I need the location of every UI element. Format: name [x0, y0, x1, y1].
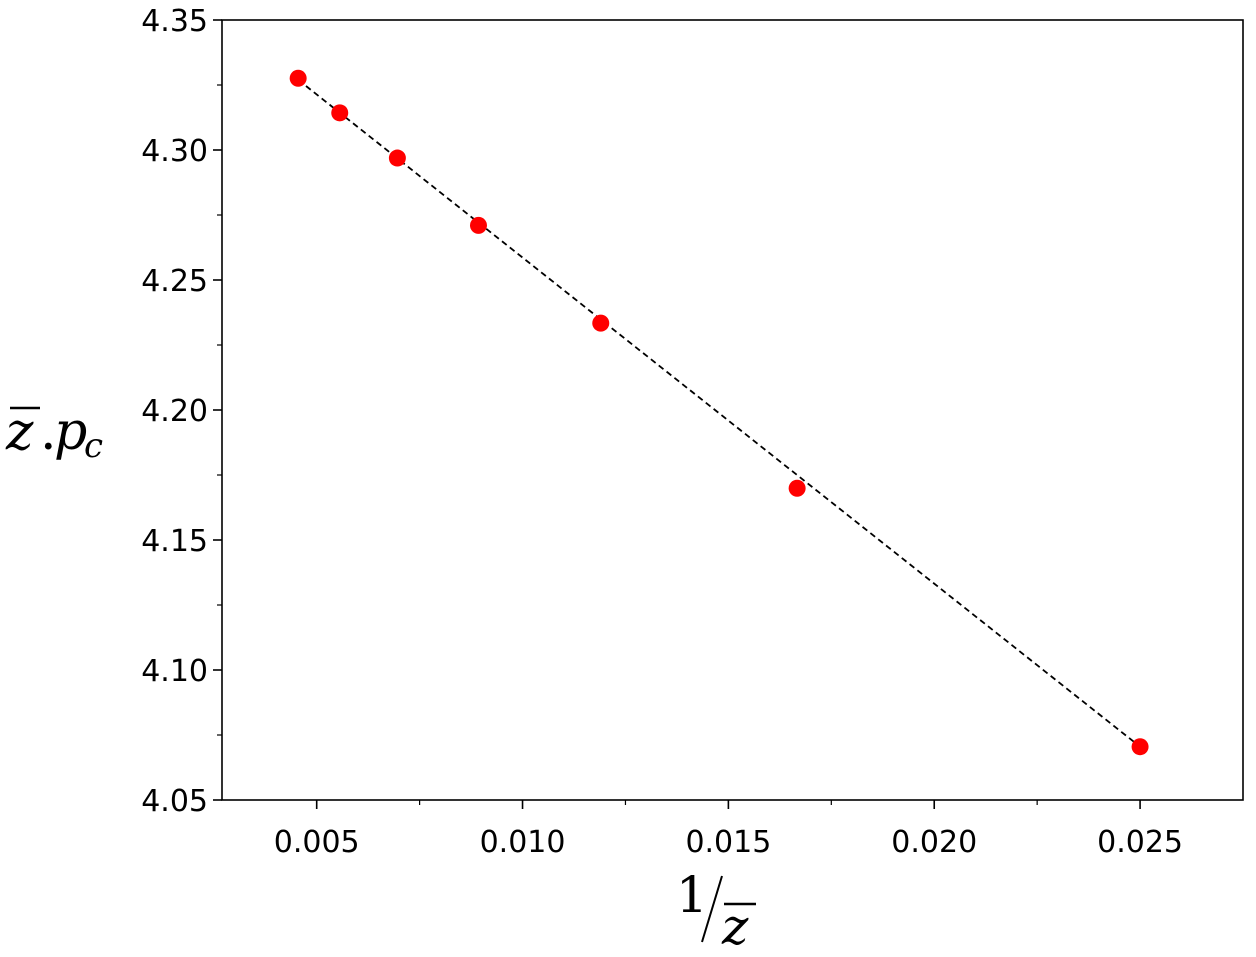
x-axis-label-slash — [701, 875, 723, 943]
data-point — [289, 69, 307, 87]
data-point — [788, 479, 806, 497]
y-axis-label: z . p c — [5, 402, 103, 466]
fit-line — [297, 79, 1141, 748]
fit-line-group — [297, 79, 1141, 748]
data-point — [388, 149, 406, 167]
x-axis-label: 1 z — [676, 866, 756, 956]
data-point — [1131, 738, 1149, 756]
data-point — [331, 104, 349, 122]
y-axis-label-sub-c: c — [84, 426, 103, 466]
y-axis: 4.05 4.10 4.15 4.20 4.25 4.30 4.35 — [141, 4, 222, 819]
data-point — [469, 216, 487, 234]
y-axis-label-p: p — [54, 402, 87, 462]
x-axis: 0.005 0.010 0.015 0.020 0.025 — [274, 800, 1183, 860]
y-axis-label-z: z — [5, 402, 34, 462]
x-tick-label: 0.025 — [1097, 825, 1183, 860]
y-tick-label: 4.05 — [141, 784, 208, 819]
x-tick-label: 0.005 — [274, 825, 360, 860]
y-tick-label: 4.20 — [141, 394, 208, 429]
data-point — [592, 314, 610, 332]
x-tick-label: 0.010 — [480, 825, 566, 860]
data-points — [289, 69, 1149, 756]
y-axis-label-dot: . — [40, 402, 57, 462]
x-tick-label: 0.020 — [891, 825, 977, 860]
x-axis-label-one: 1 — [676, 866, 708, 924]
plot-frame — [221, 19, 1244, 801]
y-tick-label: 4.35 — [141, 4, 208, 39]
plot-area — [221, 19, 1244, 801]
y-tick-label: 4.15 — [141, 524, 208, 559]
y-tick-label: 4.30 — [141, 134, 208, 169]
x-tick-label: 0.015 — [685, 825, 771, 860]
x-axis-label-z: z — [721, 898, 749, 956]
y-tick-label: 4.25 — [141, 264, 208, 299]
y-tick-label: 4.10 — [141, 654, 208, 689]
